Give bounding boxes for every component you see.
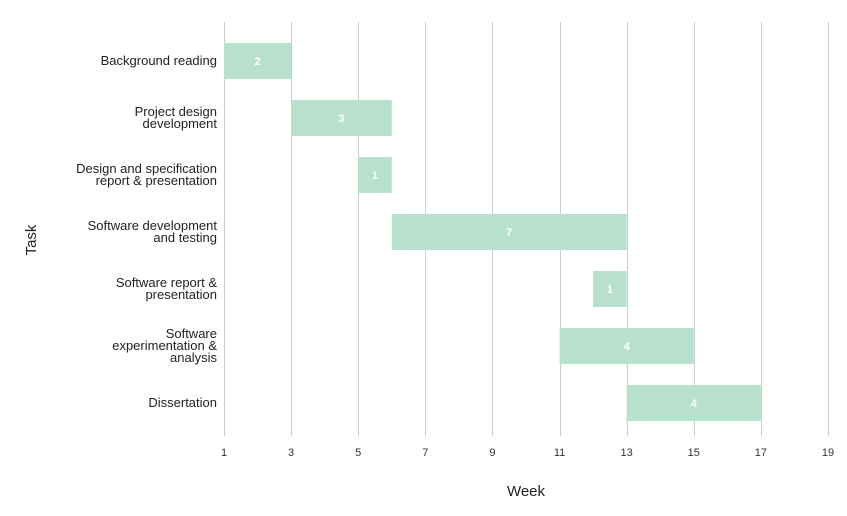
task-label: Software report & presentation — [116, 275, 217, 302]
task-label: Design and specification report & present… — [76, 161, 217, 188]
task-labels: Background reading Project design developm… — [76, 53, 217, 410]
x-tick-label: 3 — [288, 447, 294, 459]
task-bars: 2 3 1 7 1 4 4 — [224, 43, 761, 421]
y-axis-title: Task — [23, 224, 40, 255]
x-tick-label: 15 — [688, 447, 700, 459]
task-bar — [391, 214, 627, 250]
x-tick-label: 9 — [489, 447, 495, 459]
x-tick-label: 1 — [221, 447, 227, 459]
task-bar — [626, 385, 761, 421]
task-label: Project design development — [135, 104, 218, 131]
task-label: Background reading — [101, 53, 217, 68]
bar-value-label: 2 — [254, 56, 260, 68]
task-bar — [224, 43, 292, 79]
x-axis-title: Week — [507, 483, 546, 500]
x-tick-label: 5 — [355, 447, 361, 459]
bar-value-label: 1 — [607, 284, 613, 296]
task-label: Dissertation — [148, 395, 217, 410]
x-tick-label: 19 — [822, 447, 834, 459]
task-bar — [559, 328, 694, 364]
task-bar — [291, 100, 392, 136]
task-bar — [593, 271, 627, 307]
task-bar — [358, 157, 392, 193]
bar-value-label: 3 — [338, 113, 344, 125]
x-tick-label: 13 — [621, 447, 633, 459]
bar-value-label: 4 — [691, 398, 698, 410]
task-label: Software experimentation & analysis — [112, 326, 217, 365]
x-tick-label: 7 — [422, 447, 428, 459]
x-tick-label: 11 — [554, 447, 565, 459]
x-tick-label: 17 — [755, 447, 767, 459]
bar-value-label: 4 — [624, 341, 631, 353]
bar-value-label: 1 — [372, 170, 378, 182]
bar-value-label: 7 — [506, 227, 512, 239]
task-label: Software development and testing — [88, 218, 218, 245]
x-tick-labels: 1 3 5 7 9 11 13 15 17 19 — [221, 447, 834, 459]
